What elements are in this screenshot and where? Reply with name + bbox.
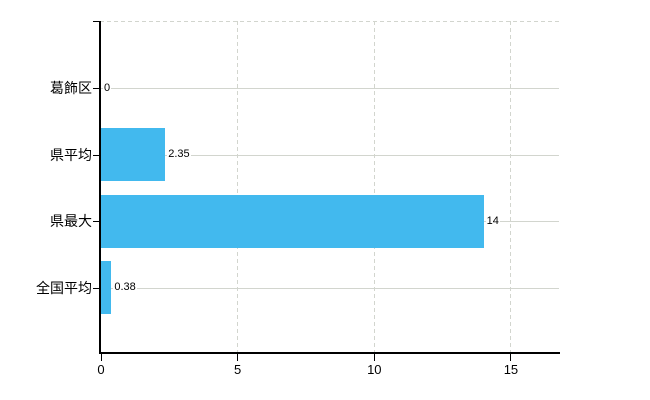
y-axis-tick [93, 88, 100, 89]
bar [101, 261, 112, 314]
vertical-gridline [510, 21, 512, 353]
bar [101, 194, 484, 248]
bar-value-label: 2.35 [167, 147, 191, 162]
horizontal-gridline [101, 154, 559, 156]
x-axis-tick [237, 354, 239, 361]
category-label: 全国平均 [36, 279, 92, 296]
x-axis-tick [100, 354, 102, 361]
vertical-gridline [373, 21, 375, 353]
x-axis-tick [510, 354, 512, 361]
bar-value-label: 0 [103, 80, 112, 96]
y-axis-tick [93, 221, 100, 222]
y-axis-line [99, 21, 101, 354]
vertical-gridline [237, 21, 239, 353]
category-label: 葛飾区 [50, 80, 92, 96]
horizontal-gridline [101, 287, 559, 289]
x-tick-label: 5 [234, 362, 242, 377]
bar [101, 128, 166, 181]
y-axis-tick [93, 154, 100, 156]
x-axis-line [99, 352, 560, 354]
bar-value-label: 0.38 [113, 280, 137, 295]
category-label: 県平均 [50, 146, 92, 163]
x-tick-label: 15 [503, 362, 519, 377]
y-axis-edge-tick [93, 21, 100, 22]
x-tick-label: 10 [367, 362, 382, 377]
category-label: 県最大 [50, 213, 92, 229]
bar-value-label: 14 [485, 213, 500, 229]
horizontal-gridline [101, 88, 559, 89]
y-axis-tick [93, 287, 100, 289]
x-axis-tick [373, 354, 375, 361]
x-tick-label: 0 [97, 362, 105, 377]
plot-top-border [100, 21, 559, 22]
